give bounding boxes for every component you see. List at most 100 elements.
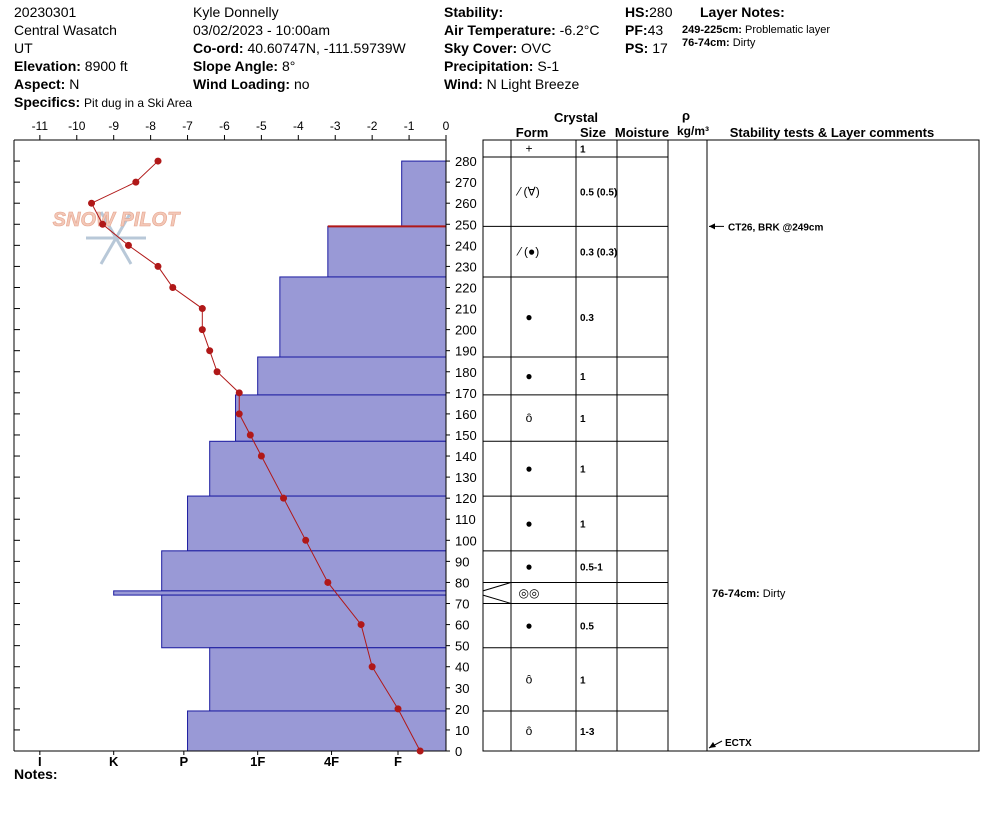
hardness-layers [113,160,447,752]
hardness-layer [187,495,447,552]
air-temperature: Air Temperature: -6.2°C [444,22,600,38]
temp-tick-label: -9 [108,119,119,133]
height-tick-label: 70 [455,597,469,612]
temperature-point [246,431,254,439]
pf-label: PF: [625,22,648,38]
test-arrow-head [709,742,716,748]
date-code: 20230301 [14,4,77,20]
temperature-point [368,663,376,671]
hardness-label: 4F [324,754,339,769]
slope-value: 8° [281,58,296,74]
table-connector [482,594,512,604]
test-arrow-head [709,223,715,230]
precip-label: Precipitation: [444,58,534,74]
crystal-form: ● [525,619,532,633]
elevation-label: Elevation: [14,58,81,74]
snowflake-arm [114,211,133,239]
temp-tick-label: -11 [32,119,49,133]
height-tick-label: 60 [455,618,469,633]
temp-tick-label: -7 [182,119,193,133]
crystal-form: ● [525,560,532,574]
height-tick-label: 190 [455,344,477,359]
ps-value: 17 [652,40,668,56]
crystal-header: Crystal [554,110,598,125]
specifics: Specifics: Pit dug in a Ski Area [14,94,192,111]
form-header: Form [516,125,549,140]
wind-value: N Light Breeze [486,76,580,92]
hardness-layer [209,647,447,712]
table-connector [482,581,512,592]
height-tick-label: 280 [455,154,477,169]
crystal-size: 0.5-1 [580,563,603,574]
layer-note-range: 76-74cm: [682,37,730,49]
hardness-layer [235,394,447,442]
crystal-table: +1 ⁄ (∀) 0.5 (0.5) ⁄ (●) 0.3 (0.3) ● 0.3 ● 1 ȏ 1 ● 1… [482,108,980,752]
height-tick-label: 80 [455,575,469,590]
precip-value: S-1 [537,58,560,74]
crystal-form: ● [525,516,532,530]
wind: Wind: N Light Breeze [444,76,579,92]
layer-note-text: Dirty [732,37,756,49]
watermark-text: SNOW PILOT [53,209,181,231]
height-tick-label: 150 [455,428,477,443]
temperature-point [416,747,424,755]
layer-note-1: 249-225cm: Problematic layer [682,24,830,37]
temperature-point [132,178,140,186]
crystal-form: ȏ [526,411,533,425]
height-tick-label: 20 [455,702,469,717]
hardness-layer [279,276,447,358]
crystal-size: 1-3 [580,727,595,738]
temp-tick-label: -10 [68,119,86,133]
crystal-size: 1 [580,414,586,425]
slope-label: Slope Angle: [193,58,279,74]
temperature-point [357,621,365,629]
layer-note-range: 249-225cm: [682,24,742,36]
temperature-point [235,410,243,418]
hardness-layer [113,590,447,596]
elevation-value: 8900 ft [84,58,128,74]
axis-labels: 0 10 20 30 40 50 60 70 80 90 100 110 120 130 140 150 160… [32,119,477,769]
aspect: Aspect: N [14,76,79,92]
temp-tick-label: -5 [256,119,267,133]
crystal-size: 1 [580,372,586,383]
height-tick-label: 240 [455,238,477,253]
snowflake-arm [99,237,118,265]
temperature-point [124,241,132,249]
hardness-label: 1F [250,754,265,769]
wind-loading: Wind Loading: no [193,76,310,92]
height-tick-label: 140 [455,449,477,464]
size-header: Size [580,125,606,140]
temperature-point [198,305,206,313]
hs-value: 280 [649,4,673,20]
height-tick-label: 110 [455,512,476,527]
stability-test-result: CT26, BRK @249cm [728,222,823,233]
aspect-label: Aspect: [14,76,66,92]
hardness-layer [161,550,447,592]
temperature-point [302,536,310,544]
temperature-point [88,199,96,207]
crystal-size: 1 [580,675,586,686]
crystal-form: ȏ [526,672,533,686]
temperature-point [280,494,288,502]
air-temp-value: -6.2°C [559,22,600,38]
snowpilot-watermark: SNOW PILOT [52,209,181,265]
temperature-point [213,368,221,376]
crystal-form: ⁄ (∀) [515,185,540,199]
pf-value: 43 [647,22,664,38]
height-tick-label: 180 [455,365,477,380]
crystal-form: + [525,142,532,156]
temperature-point [394,705,402,713]
ps-label: PS: [625,40,649,56]
height-tick-label: 230 [455,259,477,274]
temperature-point [99,220,107,228]
height-tick-label: 260 [455,196,477,211]
hardness-label: F [394,754,402,769]
aspect-value: N [69,76,80,92]
height-tick-label: 200 [455,323,477,338]
hardness-layer [187,710,447,752]
height-tick-label: 270 [455,175,477,190]
crystal-form: ● [525,310,532,324]
specifics-value: Pit dug in a Ski Area [84,96,193,110]
sky-label: Sky Cover: [444,40,518,56]
